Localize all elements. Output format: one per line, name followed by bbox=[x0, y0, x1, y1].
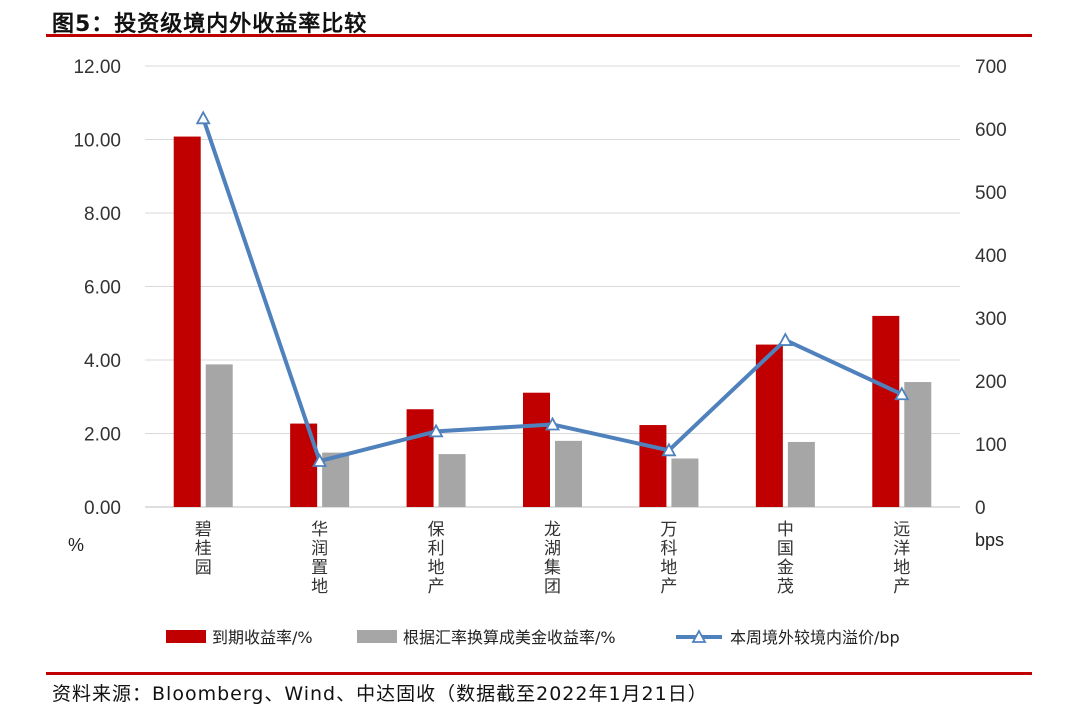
ytm-bar bbox=[639, 425, 667, 507]
usd-yield-bar bbox=[205, 364, 233, 507]
right-tick-label: 300 bbox=[975, 309, 1007, 330]
premium-point-marker bbox=[544, 416, 561, 431]
right-tick-label: 700 bbox=[975, 57, 1007, 78]
right-axis-unit: bps bbox=[975, 530, 1004, 550]
chart-title: 图5：投资级境内外收益率比较 bbox=[52, 12, 368, 37]
usd-yield-bar bbox=[904, 382, 932, 507]
premium-point-marker bbox=[661, 442, 677, 457]
category-label: 华润置地 bbox=[311, 520, 328, 597]
category-labels: 碧桂园 华润置地 保利地产 龙湖集团 万科地产 中国金茂 远洋地产 bbox=[195, 520, 911, 597]
ytm-bar bbox=[755, 344, 783, 507]
usd-yield-bar bbox=[787, 441, 815, 507]
legend-triangle-marker bbox=[691, 629, 707, 643]
right-tick-label: 500 bbox=[975, 183, 1007, 204]
premium-line bbox=[195, 110, 910, 467]
premium-point-marker bbox=[428, 423, 444, 438]
left-tick-label: 8.00 bbox=[84, 204, 121, 225]
premium-point-marker bbox=[312, 453, 328, 467]
legend: 到期收益率/% 根据汇率换算成美金收益率/% 本周境外较境内溢价/bp bbox=[166, 628, 900, 647]
legend-swatch bbox=[357, 630, 397, 643]
ytm-bar bbox=[872, 315, 900, 507]
right-tick-label: 600 bbox=[975, 120, 1007, 141]
premium-point-marker bbox=[777, 332, 793, 346]
left-tick-label: 6.00 bbox=[84, 278, 121, 299]
category-label: 远洋地产 bbox=[893, 520, 910, 597]
legend-label: 到期收益率/% bbox=[212, 628, 313, 647]
right-tick-label: 400 bbox=[975, 246, 1007, 267]
category-label: 龙湖集团 bbox=[544, 520, 561, 597]
usd-yield-bar bbox=[555, 440, 582, 507]
left-axis-ticks: 0.00 2.00 4.00 6.00 8.00 10.00 12.00 bbox=[73, 57, 121, 519]
ytm-bar bbox=[523, 392, 550, 507]
right-axis-ticks: 0 100 200 300 400 500 600 700 bbox=[975, 57, 1007, 519]
right-tick-label: 200 bbox=[975, 372, 1007, 393]
legend-label: 根据汇率换算成美金收益率/% bbox=[403, 628, 616, 647]
left-tick-label: 0.00 bbox=[84, 498, 121, 519]
source-rule bbox=[46, 672, 1032, 675]
usd-yield-bar bbox=[438, 454, 466, 507]
category-label: 万科地产 bbox=[660, 520, 677, 597]
premium-point-marker bbox=[894, 386, 910, 401]
premium-line-path bbox=[201, 117, 903, 464]
category-label: 碧桂园 bbox=[195, 520, 212, 578]
right-tick-label: 100 bbox=[975, 435, 1007, 456]
left-tick-label: 12.00 bbox=[73, 57, 121, 78]
ytm-bar bbox=[173, 136, 201, 507]
left-tick-label: 2.00 bbox=[84, 425, 121, 446]
usd-yield-bar bbox=[322, 452, 350, 507]
left-tick-label: 10.00 bbox=[73, 131, 121, 152]
category-label: 中国金茂 bbox=[777, 520, 794, 597]
left-tick-label: 4.00 bbox=[84, 351, 121, 372]
premium-point-marker bbox=[195, 110, 211, 125]
right-tick-label: 0 bbox=[975, 498, 986, 519]
bars bbox=[173, 136, 932, 507]
gridlines bbox=[145, 65, 960, 508]
left-axis-unit: % bbox=[68, 535, 84, 555]
title-underline bbox=[46, 34, 1032, 37]
legend-label: 本周境外较境内溢价/bp bbox=[730, 628, 900, 647]
ytm-bar bbox=[406, 409, 434, 507]
source-note: 资料来源：Bloomberg、Wind、中达固收（数据截至2022年1月21日） bbox=[52, 683, 708, 705]
category-label: 保利地产 bbox=[428, 520, 445, 597]
legend-swatch bbox=[166, 630, 206, 643]
usd-yield-bar bbox=[671, 458, 699, 507]
